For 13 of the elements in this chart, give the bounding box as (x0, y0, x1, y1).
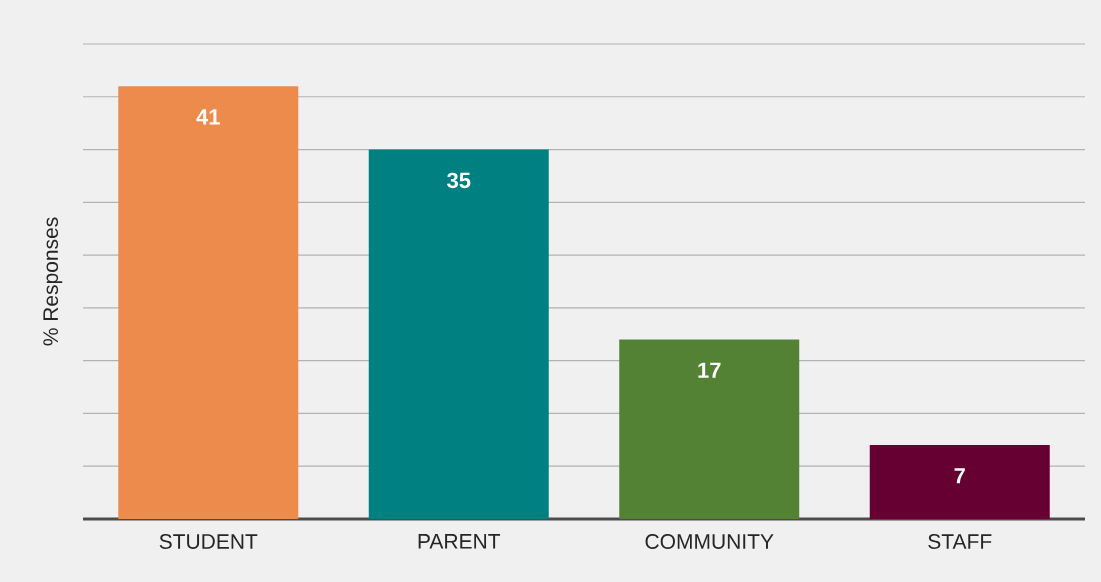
bar (118, 86, 299, 519)
bar (619, 339, 800, 519)
x-tick-label: COMMUNITY (645, 534, 774, 549)
data-label: 17 (698, 362, 721, 378)
data-label: 41 (196, 109, 220, 125)
bar (368, 149, 549, 519)
data-label: 7 (954, 468, 965, 484)
bar (869, 445, 1050, 519)
y-axis-title: % Responses (43, 217, 63, 346)
data-label: 35 (447, 172, 471, 189)
x-tick-label: STUDENT (159, 534, 258, 549)
x-tick-label: STAFF (928, 534, 992, 549)
x-tick-label: PARENT (418, 534, 501, 549)
